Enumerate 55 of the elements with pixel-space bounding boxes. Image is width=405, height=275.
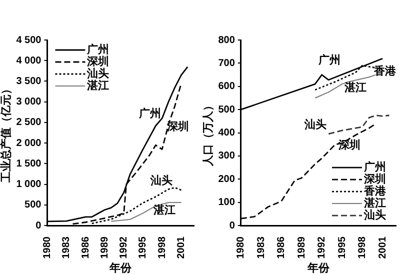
x-tick-label: 1983 [256,236,267,259]
x-axis-title: 年份 [306,261,330,274]
x-tick-label: 1989 [296,236,308,259]
y-tick-label: 700 [218,58,236,69]
legend-label: 湛江 [86,78,110,92]
annotation: 香港 [373,64,398,78]
legend-label: 汕头 [363,208,386,222]
y-tick-label: 3 000 [16,96,42,108]
y-tick-label: 2 000 [16,138,42,149]
legend-label: 香港 [363,184,387,198]
legend-label: 广州 [363,160,386,174]
x-tick-label: 1995 [336,236,348,259]
y-tick-label: 200 [218,174,236,185]
x-tick-label: 1989 [99,236,110,259]
x-tick-label: 1995 [138,236,149,259]
x-tick-label: 1980 [42,236,53,259]
x-tick-label: 1980 [236,236,247,259]
legend-label: 汕头 [86,66,110,80]
y-axis-title: 工业总产值（亿元） [0,83,13,184]
y-tick-label: 1 500 [16,158,42,170]
annotation: 汕头 [150,174,173,187]
legend-label: 湛江 [363,196,386,210]
y-tick-label: 500 [24,200,42,211]
x-tick-label: 1986 [276,236,288,259]
y-tick-label: 1 000 [16,179,42,190]
annotation: 广州 [138,107,161,120]
x-tick-label: 1992 [316,236,328,259]
annotation: 汕头 [303,118,326,132]
annotation: 湛江 [152,204,176,217]
x-tick-label: 1986 [80,236,92,259]
y-tick-label: 2 500 [16,117,42,128]
annotation: 广州 [317,53,340,66]
x-tick-label: 1992 [118,236,130,259]
x-tick-label: 1983 [61,236,72,259]
legend-label: 深圳 [363,172,386,186]
legend-label: 广州 [86,42,110,56]
annotation: 湛江 [344,81,367,94]
y-tick-label: 3 500 [16,76,42,87]
y-tick-label: 400 [218,128,236,139]
y-tick-label: 800 [218,34,236,46]
legend-label: 深圳 [86,54,110,68]
x-tick-label: 2001 [176,236,187,259]
y-tick-label: 4 000 [16,55,42,66]
y-tick-label: 600 [218,81,236,92]
y-axis-title: 人口（万人） [202,100,215,167]
y-tick-label: 300 [218,150,236,162]
y-tick-label: 4 500 [16,34,42,46]
y-tick-label: 500 [218,104,236,116]
y-tick-label: 0 [36,220,42,232]
y-tick-label: 0 [229,220,236,232]
x-tick-label: 1998 [156,236,168,259]
y-tick-label: 100 [218,197,236,208]
x-axis-title: 年份 [108,261,133,274]
x-tick-label: 1998 [357,236,368,259]
x-tick-label: 2001 [377,236,388,259]
